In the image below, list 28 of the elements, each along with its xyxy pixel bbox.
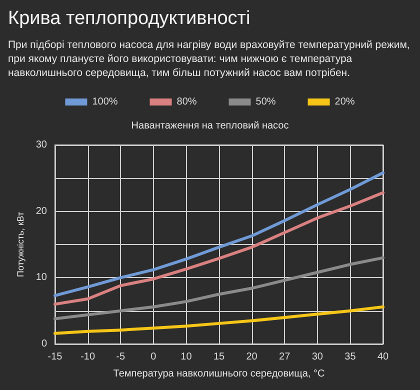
x-axis-title: Температура навколишнього середовища, °C — [113, 368, 325, 380]
x-tick-label: 15 — [213, 352, 225, 362]
x-tick-label: 35 — [344, 352, 356, 362]
line-series — [54, 191, 384, 306]
legend-label: 80% — [176, 96, 197, 108]
x-tick-label: 27 — [279, 352, 291, 362]
chart-title: Крива теплопродуктивності — [8, 8, 250, 30]
x-tick-label: 10 — [180, 352, 192, 362]
x-tick-label: 30 — [312, 352, 324, 362]
y-tick-label: 20 — [36, 206, 48, 217]
y-tick-label: 10 — [36, 272, 48, 284]
legend-label: 100% — [92, 96, 118, 108]
y-axis-title: Потужність, кВт — [15, 212, 26, 278]
legend-label: 50% — [256, 96, 276, 108]
x-tick-label: -5 — [116, 352, 126, 362]
y-tick-label: 0 — [41, 338, 48, 350]
x-tick-label: 20 — [246, 352, 258, 362]
chart-subtitle: При підборі теплового насоса для нагріву води враховуйте температурний режим, при якому плануєте його використовувати: чим нижчою є температура навколишнього середовища, тим більш потужний насос вам потрібен. — [8, 38, 411, 80]
x-tick-label: -10 — [80, 352, 96, 362]
legend-title: Навантаження на тепловий насос — [131, 120, 289, 132]
line-series — [54, 256, 384, 320]
x-tick-label: 40 — [377, 352, 389, 362]
x-tick-label: 0 — [150, 352, 157, 362]
legend-label: 20% — [334, 96, 355, 108]
y-tick-label: 30 — [36, 140, 48, 150]
x-tick-label: -15 — [48, 352, 63, 362]
line-series — [54, 171, 384, 298]
line-series — [54, 305, 384, 335]
